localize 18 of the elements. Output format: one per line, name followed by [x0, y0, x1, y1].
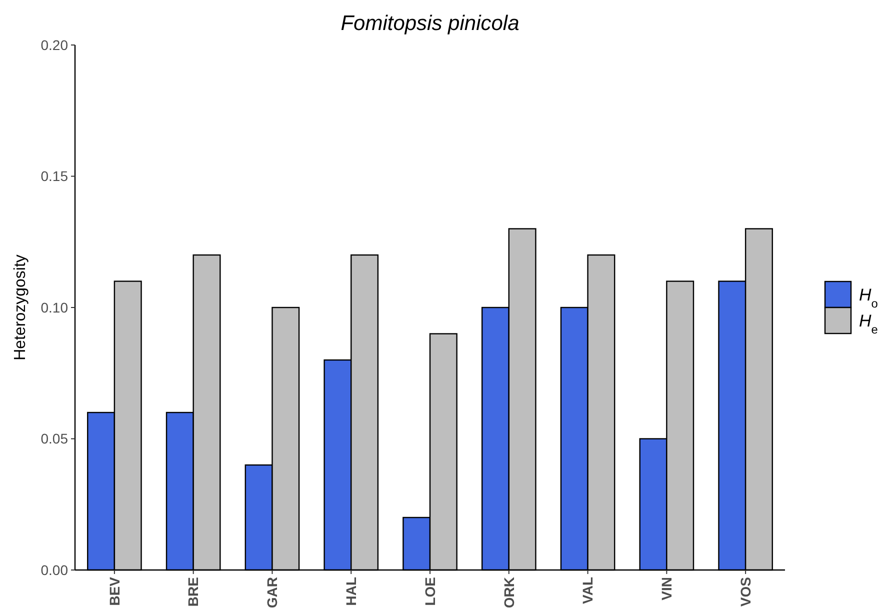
- legend-label: H$_{e}$: [859, 311, 878, 336]
- x-tick-label: BEV: [106, 576, 122, 606]
- x-tick-label: ORK: [500, 577, 517, 608]
- x-tick-label: LOE: [422, 577, 438, 606]
- y-tick-label: 0.00: [40, 562, 68, 578]
- y-tick-label: 0.15: [40, 168, 68, 184]
- x-tick-label: VOS: [737, 577, 754, 607]
- y-tick-label: 0.05: [40, 430, 68, 447]
- y-axis-title: Heterozygosity: [12, 254, 29, 360]
- y-tick-label: 0.20: [40, 36, 68, 53]
- chart-title: Fomitopsis pinicola: [340, 12, 520, 35]
- y-tick-label: 0.10: [40, 299, 68, 316]
- x-tick-label: VAL: [580, 576, 596, 604]
- x-tick-label: BRE: [185, 577, 202, 607]
- x-tick-label: HAL: [343, 576, 360, 606]
- x-tick-label: GAR: [264, 577, 280, 608]
- legend-label: H$_{o}$: [859, 285, 878, 310]
- x-tick-label: VIN: [658, 577, 675, 600]
